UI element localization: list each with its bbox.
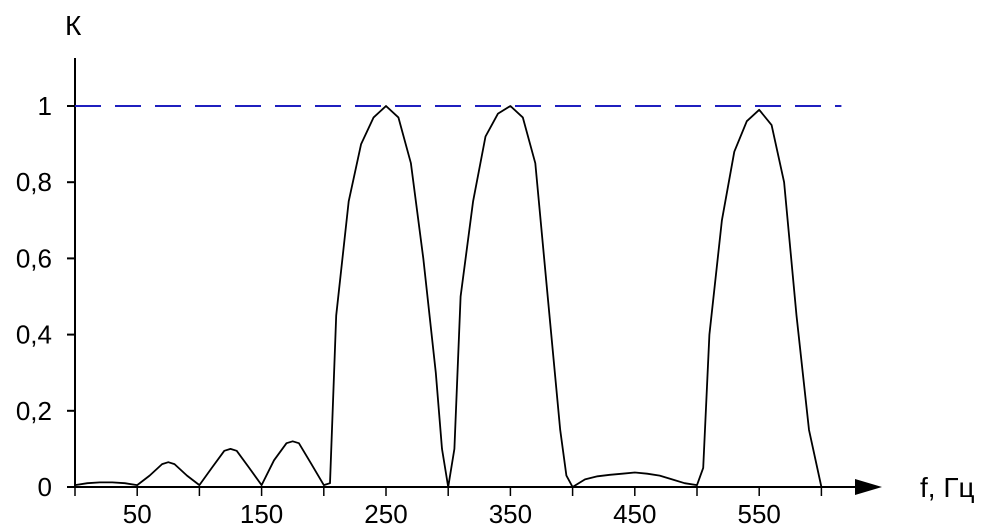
x-tick-label: 250 <box>364 499 407 528</box>
y-tick-label: 0,6 <box>16 243 52 273</box>
y-tick-label: 1 <box>38 91 52 121</box>
x-tick-label: 450 <box>613 499 656 528</box>
x-tick-label: 350 <box>489 499 532 528</box>
axes <box>74 58 882 495</box>
x-axis-label: f, Гц <box>920 472 975 503</box>
y-tick-label: 0,8 <box>16 167 52 197</box>
x-axis-arrow-icon <box>855 479 882 495</box>
x-tick-label: 150 <box>240 499 283 528</box>
y-axis-label: К <box>65 10 82 41</box>
y-tick-label: 0 <box>38 472 52 502</box>
series-line <box>74 105 823 488</box>
y-tick-label: 0,4 <box>16 320 52 350</box>
x-tick-label: 550 <box>738 499 781 528</box>
x-tick-label: 50 <box>123 499 152 528</box>
y-tick-label: 0,2 <box>16 396 52 426</box>
series-layer <box>74 105 823 488</box>
